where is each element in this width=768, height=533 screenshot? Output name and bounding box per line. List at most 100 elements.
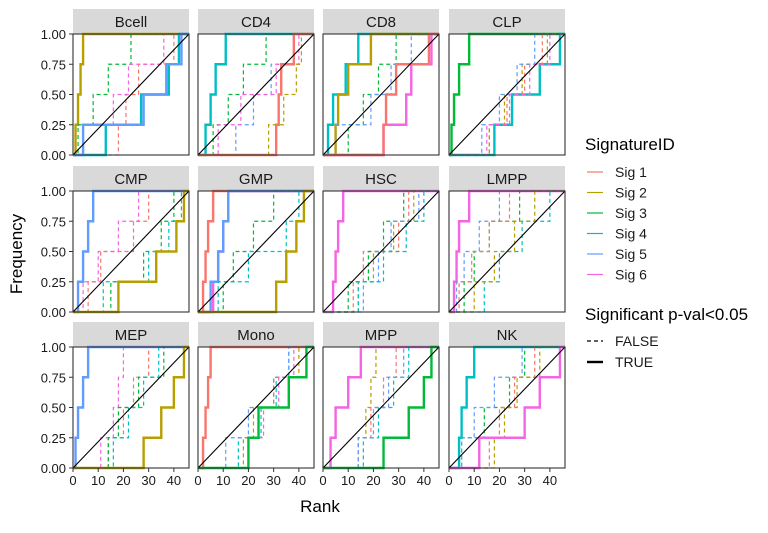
x-tick-label: 20 bbox=[492, 473, 506, 488]
series-line-sig-4 bbox=[449, 345, 565, 470]
y-tick-label: 0.25 bbox=[41, 275, 66, 290]
panel-border bbox=[448, 346, 566, 469]
facet-strip bbox=[449, 322, 565, 347]
reference-diagonal bbox=[197, 346, 315, 469]
series-line-sig-1 bbox=[449, 346, 565, 469]
facet-strip bbox=[198, 9, 314, 34]
facet-panel-cd4: CD4 bbox=[197, 9, 315, 157]
x-tick-label: 0 bbox=[69, 473, 76, 488]
reference-diagonal bbox=[448, 346, 566, 469]
y-tick-label: 0.25 bbox=[41, 118, 66, 133]
series-line-sig-2 bbox=[323, 32, 439, 157]
facet-panel-lmpp: LMPP bbox=[448, 166, 566, 314]
series-line-sig-5 bbox=[449, 33, 565, 156]
x-tick-label: 40 bbox=[292, 473, 306, 488]
facet-label: NK bbox=[497, 327, 518, 344]
facet-panel-cmp: CMP 0.00 0.25 0.50 0.75 1.00 bbox=[41, 166, 190, 320]
series-line-sig-4 bbox=[323, 346, 439, 469]
series-line-sig-1 bbox=[198, 32, 314, 157]
panel-border bbox=[448, 33, 566, 156]
series-line-sig-6 bbox=[449, 345, 565, 470]
series-line-sig-5 bbox=[323, 346, 439, 469]
series-line-sig-1 bbox=[323, 32, 439, 157]
x-tick-label: 10 bbox=[91, 473, 105, 488]
facet-panel-cd8: CD8 bbox=[322, 9, 440, 157]
facet-panel-gmp: GMP bbox=[197, 166, 315, 314]
y-tick-label: 0.25 bbox=[41, 431, 66, 446]
series-line-sig-4 bbox=[198, 32, 314, 157]
y-tick-label: 0.50 bbox=[41, 245, 66, 260]
series-line-sig-6 bbox=[323, 345, 439, 470]
reference-diagonal bbox=[448, 190, 566, 313]
reference-diagonal bbox=[448, 33, 566, 156]
facet-panel-bcell: Bcell 0.00 0.25 0.50 0.75 1.00 bbox=[41, 9, 190, 163]
series-line-sig-5 bbox=[198, 33, 314, 156]
y-tick-label: 0.50 bbox=[41, 401, 66, 416]
reference-diagonal bbox=[197, 190, 315, 313]
x-tick-label: 10 bbox=[467, 473, 481, 488]
series-line-sig-4 bbox=[449, 32, 565, 157]
x-tick-label: 10 bbox=[216, 473, 230, 488]
legend-label: Sig 2 bbox=[615, 185, 647, 201]
panel-border bbox=[322, 33, 440, 156]
series-line-sig-5 bbox=[449, 190, 565, 313]
series-line-sig-1 bbox=[323, 190, 439, 313]
legend-color-items: Sig 1 Sig 2 Sig 3 Sig 4 Sig 5 Sig 6 bbox=[587, 164, 647, 283]
facet-strip bbox=[198, 166, 314, 191]
facet-panel-hsc: HSC bbox=[322, 166, 440, 314]
reference-diagonal bbox=[322, 346, 440, 469]
series-line-sig-2 bbox=[198, 189, 314, 314]
y-tick-label: 0.50 bbox=[41, 88, 66, 103]
series-line-sig-3 bbox=[198, 345, 314, 470]
legend-linetype-items: FALSE TRUE bbox=[587, 333, 659, 370]
series-line-sig-1 bbox=[449, 190, 565, 313]
panel-border bbox=[322, 190, 440, 313]
legend-label: Sig 6 bbox=[615, 267, 647, 283]
panel-border bbox=[197, 346, 315, 469]
series-line-sig-5 bbox=[73, 189, 189, 314]
x-tick-label: 10 bbox=[341, 473, 355, 488]
x-tick-label: 40 bbox=[543, 473, 557, 488]
facet-panel-mep: MEP 0.00 0.25 0.50 0.75 1.00 0 10 20 30 40 bbox=[41, 322, 190, 488]
series-line-sig-1 bbox=[198, 189, 314, 314]
facet-strip bbox=[323, 9, 439, 34]
facet-panel-nk: NK 0 10 20 30 40 bbox=[445, 322, 566, 488]
y-tick-label: 0.75 bbox=[41, 214, 66, 229]
y-tick-label: 1.00 bbox=[41, 27, 66, 42]
series-line-sig-5 bbox=[73, 32, 189, 157]
y-tick-label: 0.00 bbox=[41, 148, 66, 163]
x-tick-label: 30 bbox=[141, 473, 155, 488]
facet-strip bbox=[73, 9, 189, 34]
facet-label: Mono bbox=[237, 327, 275, 344]
series-line-sig-2 bbox=[449, 346, 565, 469]
y-tick-label: 0.00 bbox=[41, 461, 66, 476]
series-line-sig-3 bbox=[323, 345, 439, 470]
series-line-sig-3 bbox=[449, 32, 565, 157]
panel-border bbox=[448, 190, 566, 313]
facet-label: CD4 bbox=[241, 14, 271, 31]
x-tick-label: 20 bbox=[116, 473, 130, 488]
facet-panel-mono: Mono 0 10 20 30 40 bbox=[194, 322, 315, 488]
series-line-sig-6 bbox=[73, 33, 189, 156]
legend-label: Sig 1 bbox=[615, 164, 647, 180]
series-line-sig-5 bbox=[198, 189, 314, 314]
panel-border bbox=[197, 190, 315, 313]
panels-layer: Bcell 0.00 0.25 0.50 0.75 1.00 CD4 CD8 CLP CMP 0.0… bbox=[41, 9, 566, 488]
x-tick-label: 0 bbox=[319, 473, 326, 488]
facet-strip bbox=[73, 322, 189, 347]
legend-color-title: SignatureID bbox=[585, 135, 675, 154]
facet-panel-mpp: MPP 0 10 20 30 40 bbox=[319, 322, 440, 488]
series-line-sig-2 bbox=[73, 32, 189, 157]
series-line-sig-3 bbox=[449, 346, 565, 469]
facet-panel-clp: CLP bbox=[448, 9, 566, 157]
legend-label: Sig 3 bbox=[615, 205, 647, 221]
x-tick-label: 40 bbox=[167, 473, 181, 488]
y-tick-label: 0.00 bbox=[41, 305, 66, 320]
x-tick-label: 0 bbox=[194, 473, 201, 488]
facet-label: GMP bbox=[239, 171, 273, 188]
series-line-sig-6 bbox=[73, 346, 189, 469]
facet-label: MEP bbox=[115, 327, 148, 344]
series-line-sig-2 bbox=[73, 189, 189, 314]
